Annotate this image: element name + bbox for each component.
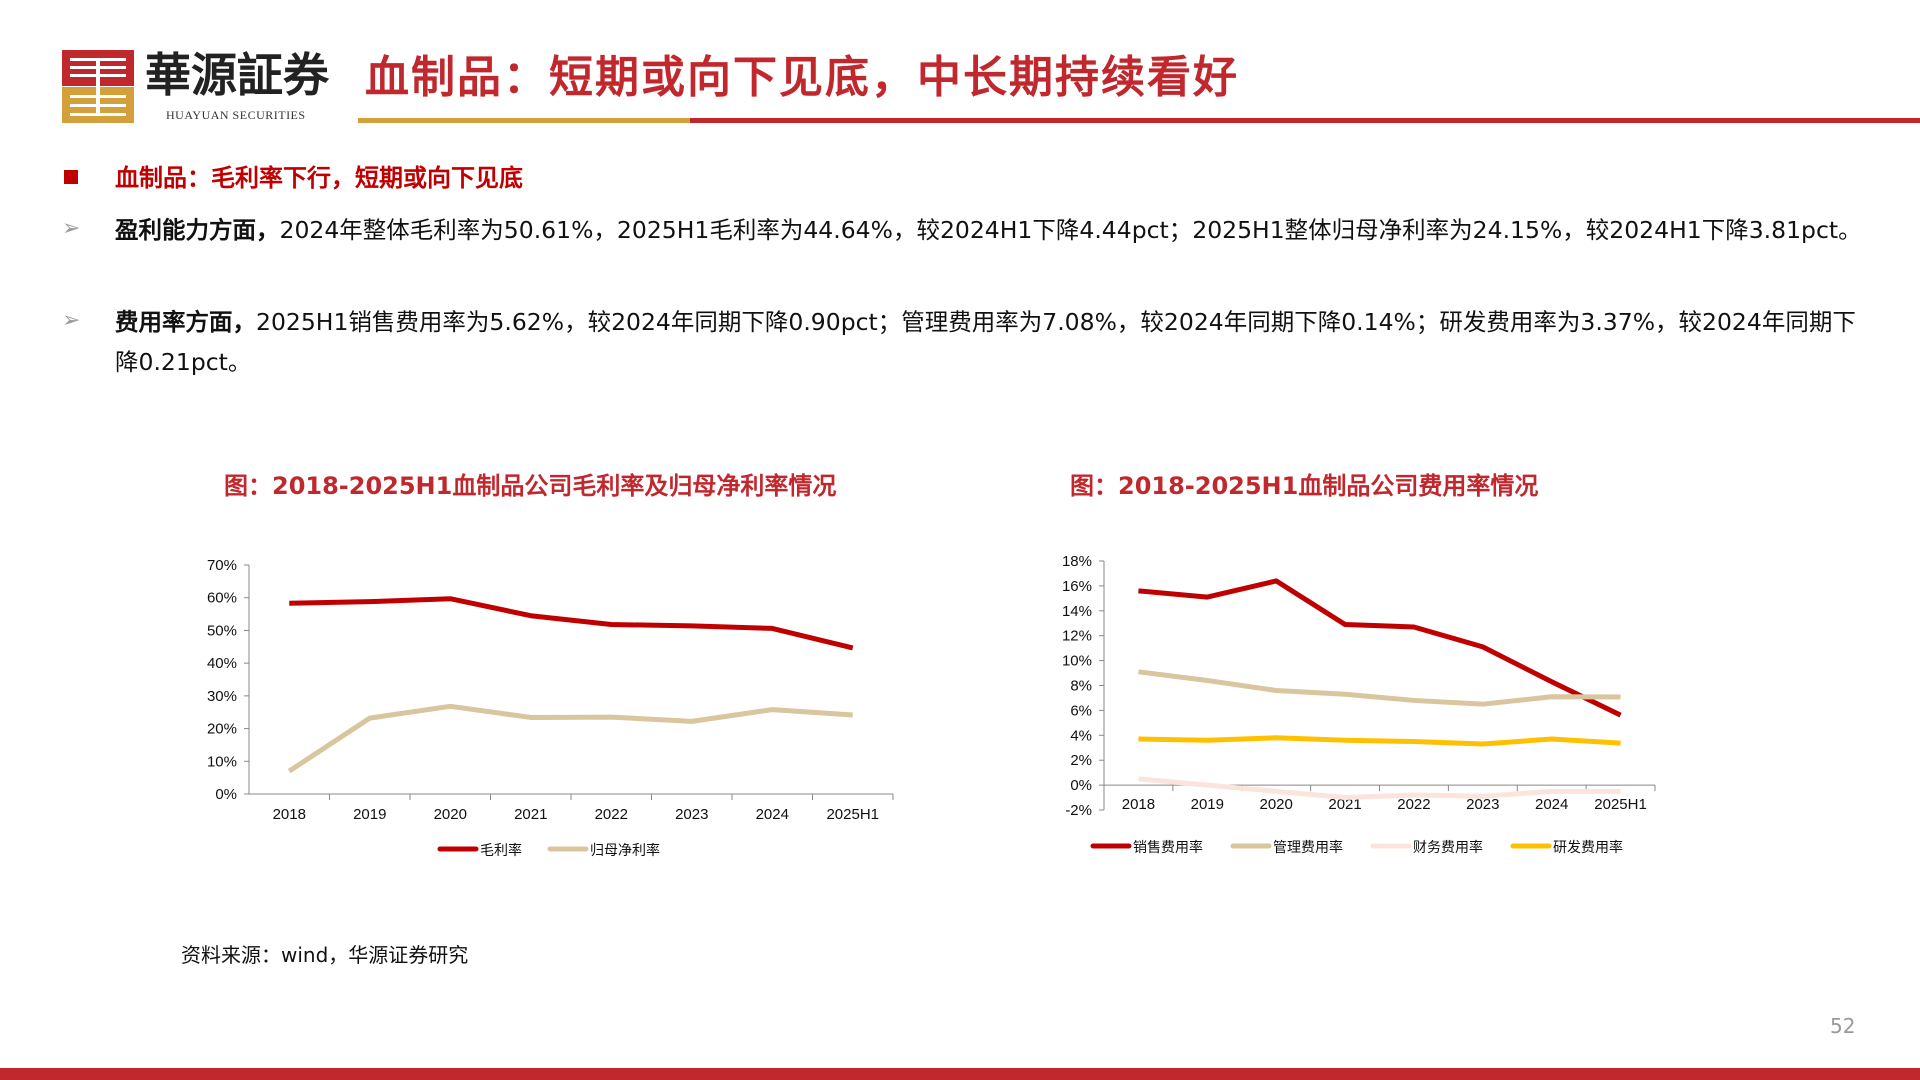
legend-label: 毛利率 — [480, 842, 522, 858]
logo-text: 華源証券 — [145, 48, 329, 102]
series-line-0 — [289, 596, 854, 651]
legend-label: 销售费用率 — [1133, 839, 1203, 855]
chart-title-expense: 图：2018-2025H1血制品公司费用率情况 — [1070, 472, 1539, 500]
x-tick-label: 2021 — [514, 806, 547, 823]
x-tick-label: 2025H1 — [1594, 796, 1647, 813]
x-tick-label: 2021 — [1328, 796, 1361, 813]
x-tick-label: 2020 — [1260, 796, 1293, 813]
y-tick-label: 20% — [207, 721, 237, 738]
y-tick-label: 60% — [207, 590, 237, 607]
section-heading: 血制品：毛利率下行，短期或向下见底 — [115, 164, 523, 192]
source-note: 资料来源：wind，华源证券研究 — [181, 943, 469, 967]
y-tick-label: 2% — [1070, 752, 1092, 769]
x-tick-label: 2019 — [353, 806, 386, 823]
y-tick-label: 10% — [1062, 653, 1092, 670]
arrow-bullet-icon: ➢ — [62, 216, 81, 241]
y-tick-label: 0% — [215, 786, 237, 803]
x-tick-label: 2025H1 — [826, 806, 879, 823]
bullet-lead: 盈利能力方面， — [115, 216, 280, 244]
x-tick-label: 2018 — [273, 806, 306, 823]
bottom-bar — [0, 1068, 1920, 1080]
bullet-lead: 费用率方面， — [115, 308, 256, 336]
x-tick-label: 2023 — [675, 806, 708, 823]
logo-subtext: HUAYUAN SECURITIES — [166, 108, 306, 122]
bullet-expense: 费用率方面，2025H1销售费用率为5.62%，较2024年同期下降0.90pc… — [115, 302, 1875, 382]
x-tick-label: 2018 — [1122, 796, 1155, 813]
x-tick-label: 2024 — [756, 806, 789, 823]
x-tick-label: 2024 — [1535, 796, 1568, 813]
chart-title-margin: 图：2018-2025H1血制品公司毛利率及归母净利率情况 — [224, 472, 837, 500]
bullet-profitability: 盈利能力方面，2024年整体毛利率为50.61%，2025H1毛利率为44.64… — [115, 210, 1875, 250]
y-tick-label: 12% — [1062, 628, 1092, 645]
x-tick-label: 2023 — [1466, 796, 1499, 813]
logo-icon — [62, 50, 134, 123]
section-bullet-icon — [64, 170, 78, 184]
y-tick-label: 4% — [1070, 727, 1092, 744]
x-tick-label: 2022 — [1397, 796, 1430, 813]
series-line-1 — [1138, 669, 1621, 707]
y-tick-label: -2% — [1065, 802, 1092, 819]
bullet-text: 2024年整体毛利率为50.61%，2025H1毛利率为44.64%，较2024… — [279, 216, 1862, 244]
legend-label: 财务费用率 — [1413, 839, 1483, 855]
y-tick-label: 40% — [207, 655, 237, 672]
page-number: 52 — [1830, 1014, 1856, 1038]
series-line-3 — [1138, 735, 1621, 747]
x-tick-label: 2019 — [1191, 796, 1224, 813]
y-tick-label: 30% — [207, 688, 237, 705]
y-tick-label: 14% — [1062, 603, 1092, 620]
legend-label: 管理费用率 — [1273, 839, 1343, 855]
y-tick-label: 16% — [1062, 578, 1092, 595]
page-title: 血制品：短期或向下见底，中长期持续看好 — [365, 52, 1239, 103]
y-tick-label: 6% — [1070, 702, 1092, 719]
series-line-2 — [1138, 776, 1621, 801]
title-rule-red — [690, 118, 1920, 123]
x-tick-label: 2020 — [434, 806, 467, 823]
arrow-bullet-icon: ➢ — [62, 308, 81, 333]
y-tick-label: 10% — [207, 753, 237, 770]
y-tick-label: 70% — [207, 557, 237, 574]
series-line-1 — [287, 703, 853, 774]
y-tick-label: 0% — [1070, 777, 1092, 794]
chart-1: -2% 0% 2% 4% 6% 8% 10% 12% 14% 16% 18% 2018 2019 2020… — [1062, 553, 1656, 855]
bullet-text: 2025H1销售费用率为5.62%，较2024年同期下降0.90pct；管理费用… — [115, 308, 1856, 376]
x-tick-label: 2022 — [595, 806, 628, 823]
series-line-0 — [1138, 578, 1622, 718]
y-tick-label: 8% — [1070, 678, 1092, 695]
title-rule-gold — [358, 118, 690, 123]
chart-0: 0% 10% 20% 30% 40% 50% 60% 70% 2018 2019 2020 2021 2… — [207, 557, 894, 858]
y-tick-label: 18% — [1062, 553, 1092, 570]
legend-label: 研发费用率 — [1553, 839, 1623, 855]
y-tick-label: 50% — [207, 622, 237, 639]
legend-label: 归母净利率 — [590, 842, 660, 858]
